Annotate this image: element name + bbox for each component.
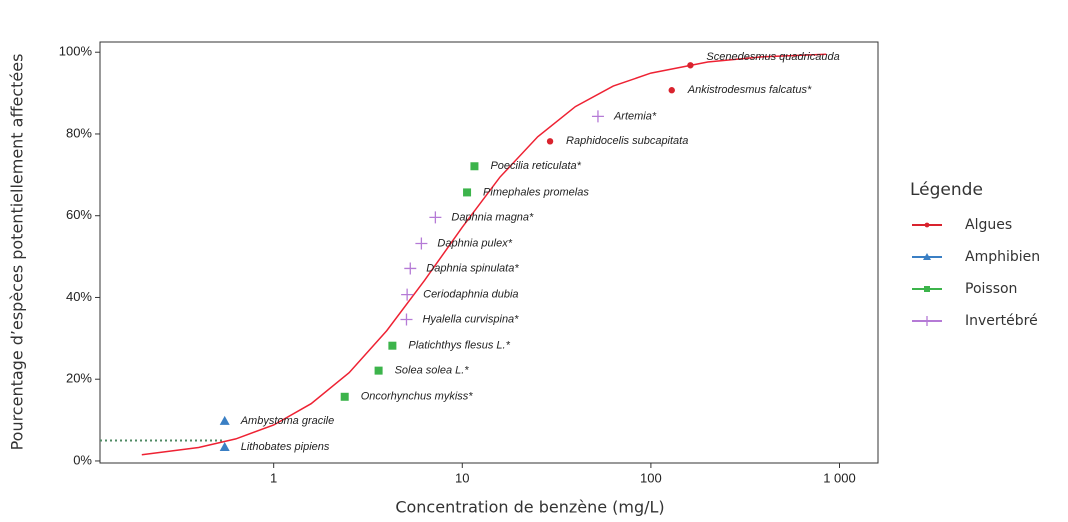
legend-marker	[924, 286, 930, 292]
legend-marker	[923, 253, 931, 260]
y-tick-label: 40%	[66, 289, 92, 304]
legend-label: Poisson	[965, 281, 1017, 297]
point-label: Ankistrodesmus falcatus*	[687, 84, 812, 96]
point	[340, 392, 349, 401]
point-label: Raphidocelis subcapitata	[566, 135, 688, 147]
point-label: Daphnia spinulata*	[426, 262, 519, 274]
point-label: Oncorhynchus mykiss*	[361, 391, 474, 403]
point-label: Ceriodaphnia dubia	[423, 289, 518, 301]
x-tick-label: 1	[270, 470, 277, 485]
x-axis-title: Concentration de benzène (mg/L)	[395, 498, 664, 517]
point	[388, 341, 397, 350]
y-tick-label: 0%	[73, 452, 92, 467]
fit-curve	[141, 53, 827, 456]
point-label: Solea solea L.*	[395, 365, 470, 377]
point	[374, 366, 383, 375]
point-label: Lithobates pipiens	[241, 441, 330, 453]
y-tick-label: 100%	[59, 44, 93, 59]
point-label: Artemia*	[613, 110, 657, 122]
legend-marker	[922, 316, 932, 326]
point	[470, 162, 479, 171]
y-tick-label: 80%	[66, 125, 92, 140]
point	[546, 138, 554, 145]
point	[668, 87, 675, 94]
point-label: Poecilia reticulata*	[490, 160, 581, 172]
plot-frame	[99, 41, 879, 464]
point	[463, 188, 472, 197]
point-label: Daphnia magna*	[451, 211, 534, 223]
point	[591, 110, 604, 123]
y-tick-label: 60%	[66, 207, 92, 222]
point	[401, 288, 414, 301]
point	[219, 442, 230, 452]
point	[687, 62, 694, 69]
legend-title: Légende	[910, 180, 983, 200]
point	[400, 313, 413, 326]
point-label: Hyalella curvispina*	[422, 313, 519, 325]
point-label: Daphnia pulex*	[437, 237, 512, 249]
legend-marker	[924, 222, 930, 228]
point	[404, 262, 417, 275]
y-axis-title: Pourcentage d’espèces potentiellement af…	[8, 54, 27, 451]
point	[219, 415, 230, 425]
x-tick-label: 10	[455, 470, 469, 485]
point-label: Platichthys flesus L.*	[408, 340, 510, 352]
x-tick-label: 100	[640, 470, 662, 485]
legend-label: Algues	[965, 217, 1012, 233]
legend-label: Invertébré	[965, 313, 1038, 329]
point-label: Pimephales promelas	[483, 186, 589, 198]
point	[429, 211, 442, 224]
x-tick-label: 1 000	[823, 470, 856, 485]
point-label: Ambystoma gracile	[240, 415, 335, 427]
point	[415, 237, 428, 250]
point-label: Scenedesmus quadricauda	[706, 51, 839, 63]
legend-label: Amphibien	[965, 249, 1040, 265]
y-tick-label: 20%	[66, 371, 92, 386]
